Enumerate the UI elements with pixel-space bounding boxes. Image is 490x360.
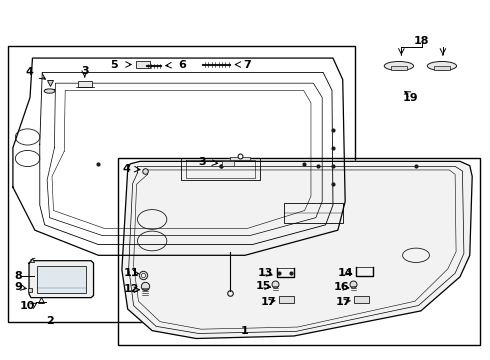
Ellipse shape (44, 89, 55, 93)
Text: 6: 6 (178, 59, 186, 69)
Bar (37, 266, 86, 293)
Text: 18: 18 (414, 36, 430, 46)
Text: 4: 4 (123, 163, 131, 174)
Bar (118, 158, 480, 345)
Text: 7: 7 (244, 59, 251, 69)
Text: 19: 19 (402, 93, 418, 103)
Text: 9: 9 (14, 282, 22, 292)
Bar (354, 296, 369, 303)
Bar (279, 296, 294, 303)
Text: 1: 1 (241, 325, 249, 336)
Text: 3: 3 (81, 66, 89, 76)
Ellipse shape (384, 62, 414, 71)
Text: 4: 4 (25, 67, 33, 77)
Text: 3: 3 (198, 157, 206, 167)
Bar (222, 161, 234, 166)
Bar (8, 45, 355, 321)
Text: 2: 2 (46, 316, 53, 325)
Bar (434, 66, 450, 69)
Text: 16: 16 (334, 282, 349, 292)
Bar (136, 61, 150, 68)
Polygon shape (29, 261, 94, 298)
Bar (78, 81, 92, 87)
Text: 8: 8 (14, 271, 22, 281)
Ellipse shape (427, 62, 457, 71)
Bar (284, 203, 343, 223)
Text: 17: 17 (336, 297, 351, 307)
Bar (391, 66, 407, 69)
Text: 11: 11 (124, 267, 139, 278)
Text: 5: 5 (110, 59, 118, 69)
Text: 10: 10 (20, 301, 35, 311)
Text: 12: 12 (124, 284, 139, 294)
Text: 13: 13 (258, 268, 273, 278)
Polygon shape (122, 161, 472, 338)
Bar (230, 157, 250, 160)
Text: 17: 17 (261, 297, 276, 307)
Text: 14: 14 (338, 267, 353, 278)
Text: 15: 15 (256, 281, 271, 291)
